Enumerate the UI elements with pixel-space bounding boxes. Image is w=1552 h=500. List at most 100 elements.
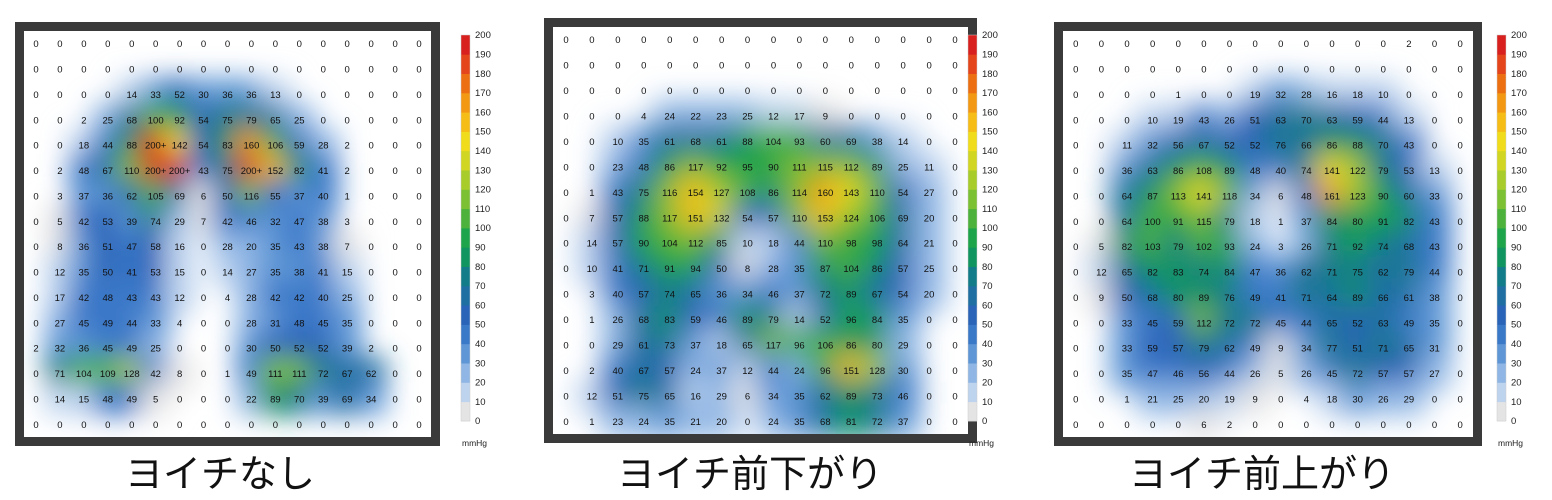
cell-value: 32 xyxy=(1147,141,1158,152)
cell-value: 37 xyxy=(79,191,90,202)
cell-value: 36 xyxy=(103,191,114,202)
legend-unit: mmHg xyxy=(1498,438,1523,448)
cell-value: 0 xyxy=(563,391,568,402)
cell-value: 0 xyxy=(33,420,38,431)
cell-value: 0 xyxy=(33,394,38,405)
caption-1: ヨイチなし xyxy=(124,452,315,496)
legend-tick: 190 xyxy=(1511,50,1527,61)
legend-tick: 0 xyxy=(982,416,987,427)
cell-value: 0 xyxy=(105,90,110,101)
legend-tick: 130 xyxy=(1511,165,1527,176)
cell-value: 50 xyxy=(270,344,281,355)
cell-value: 0 xyxy=(201,65,206,76)
cell-value: 65 xyxy=(1122,268,1133,279)
legend-tick: 190 xyxy=(982,50,998,61)
cell-value: 49 xyxy=(1250,293,1261,304)
cell-value: 0 xyxy=(693,35,698,46)
cell-value: 72 xyxy=(1352,369,1363,380)
cell-value: 25 xyxy=(898,162,909,173)
cell-value: 52 xyxy=(1352,318,1363,329)
legend-swatch xyxy=(1497,285,1506,306)
cell-value: 3 xyxy=(57,191,62,202)
cell-value: 21 xyxy=(1147,394,1158,405)
legend-swatch xyxy=(1497,343,1506,364)
cell-value: 100 xyxy=(1145,217,1161,228)
cell-value: 0 xyxy=(1099,394,1104,405)
legend-tick: 50 xyxy=(982,320,993,331)
cell-value: 0 xyxy=(926,86,931,97)
cell-value: 0 xyxy=(1253,39,1258,50)
cell-value: 0 xyxy=(1073,115,1078,126)
cell-value: 0 xyxy=(823,61,828,72)
cell-value: 0 xyxy=(33,115,38,126)
cell-value: 103 xyxy=(1145,242,1161,253)
heat-cell xyxy=(1187,407,1221,437)
cell-value: 35 xyxy=(342,318,353,329)
cell-value: 71 xyxy=(1301,293,1312,304)
cell-value: 0 xyxy=(416,39,421,50)
cell-value: 0 xyxy=(201,420,206,431)
cell-value: 43 xyxy=(613,188,624,199)
cell-value: 0 xyxy=(1099,369,1104,380)
cell-value: 51 xyxy=(613,391,624,402)
legend-tick: 40 xyxy=(1511,339,1522,350)
cell-value: 0 xyxy=(1432,420,1437,431)
heat-cell xyxy=(704,404,739,434)
cell-value: 114 xyxy=(792,188,807,199)
cell-value: 0 xyxy=(201,344,206,355)
cell-value: 26 xyxy=(1301,242,1312,253)
legend-swatch xyxy=(968,401,977,422)
cell-value: 42 xyxy=(270,293,281,304)
cell-value: 0 xyxy=(345,115,350,126)
cell-value: 48 xyxy=(79,166,90,177)
cell-value: 92 xyxy=(716,162,727,173)
cell-value: 46 xyxy=(716,315,727,326)
cell-value: 0 xyxy=(952,213,957,224)
cell-value: 0 xyxy=(589,112,594,123)
cell-value: 128 xyxy=(124,369,140,380)
cell-value: 56 xyxy=(1199,369,1210,380)
cell-value: 92 xyxy=(1352,242,1363,253)
legend-tick: 180 xyxy=(1511,69,1527,80)
cell-value: 0 xyxy=(1278,420,1283,431)
cell-value: 154 xyxy=(688,188,704,199)
cell-value: 20 xyxy=(716,417,727,428)
cell-value: 49 xyxy=(246,369,257,380)
cell-value: 36 xyxy=(716,290,727,301)
cell-value: 0 xyxy=(392,394,397,405)
cell-value: 0 xyxy=(745,35,750,46)
cell-value: 88 xyxy=(1352,141,1363,152)
cell-value: 109 xyxy=(100,369,116,380)
cell-value: 0 xyxy=(1073,141,1078,152)
cell-value: 110 xyxy=(818,239,833,250)
legend-tick: 90 xyxy=(1511,243,1522,254)
cell-value: 65 xyxy=(270,115,281,126)
cell-value: 40 xyxy=(318,191,329,202)
cell-value: 0 xyxy=(1406,420,1411,431)
cell-value: 96 xyxy=(846,315,857,326)
cell-value: 32 xyxy=(270,217,281,228)
cell-value: 0 xyxy=(321,90,326,101)
cell-value: 37 xyxy=(1301,217,1312,228)
cell-value: 0 xyxy=(416,65,421,76)
cell-value: 23 xyxy=(613,417,624,428)
cell-value: 72 xyxy=(872,417,883,428)
cell-value: 22 xyxy=(246,394,257,405)
cell-value: 35 xyxy=(898,315,909,326)
legend-swatch xyxy=(461,54,470,74)
cell-value: 0 xyxy=(201,318,206,329)
cell-value: 53 xyxy=(1404,166,1415,177)
cell-value: 0 xyxy=(797,61,802,72)
cell-value: 10 xyxy=(742,239,753,250)
cell-value: 0 xyxy=(1124,420,1129,431)
cell-value: 65 xyxy=(1327,318,1338,329)
cell-value: 117 xyxy=(688,162,703,173)
cell-value: 62 xyxy=(820,391,831,402)
cell-value: 91 xyxy=(1378,217,1389,228)
cell-value: 18 xyxy=(768,239,779,250)
cell-value: 110 xyxy=(124,166,139,177)
cell-value: 0 xyxy=(563,264,568,275)
legend-swatch xyxy=(461,401,470,422)
cell-value: 36 xyxy=(79,344,90,355)
cell-value: 0 xyxy=(563,112,568,123)
